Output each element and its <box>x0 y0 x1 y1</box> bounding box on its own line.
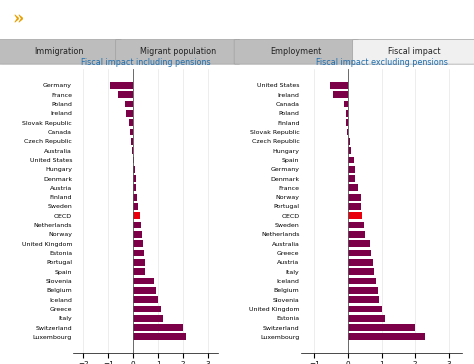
Bar <box>133 166 135 173</box>
Bar <box>329 82 348 89</box>
Bar <box>348 315 385 321</box>
Bar <box>133 157 134 163</box>
FancyBboxPatch shape <box>116 40 240 64</box>
Bar <box>346 110 348 117</box>
Bar <box>348 175 356 182</box>
Text: »: » <box>12 10 23 28</box>
Bar <box>133 203 138 210</box>
Bar <box>129 119 133 126</box>
Bar <box>125 101 133 107</box>
Bar <box>133 175 136 182</box>
Text: Fiscal impact: Fiscal impact <box>389 47 441 56</box>
Bar <box>132 147 133 154</box>
Bar <box>348 138 350 145</box>
Bar <box>133 305 161 312</box>
Text: Immigration: Immigration <box>35 47 84 56</box>
Bar <box>346 119 348 126</box>
Bar <box>348 194 361 201</box>
Bar <box>348 222 364 229</box>
Bar <box>133 315 163 321</box>
Bar <box>133 240 143 247</box>
Bar <box>133 250 144 256</box>
Bar <box>133 231 142 238</box>
Bar <box>109 82 133 89</box>
FancyBboxPatch shape <box>234 40 358 64</box>
Bar <box>126 110 133 117</box>
Title: Fiscal impact excluding pensions: Fiscal impact excluding pensions <box>316 58 447 67</box>
Bar <box>133 296 158 303</box>
Title: Fiscal impact including pensions: Fiscal impact including pensions <box>81 58 210 67</box>
Bar <box>133 268 145 275</box>
Bar <box>133 222 141 229</box>
Bar <box>348 268 374 275</box>
Bar <box>348 240 370 247</box>
Bar <box>344 101 348 107</box>
Bar <box>133 185 137 191</box>
Bar <box>130 128 133 135</box>
Bar <box>133 194 137 201</box>
Text: Employment: Employment <box>271 47 322 56</box>
Bar <box>133 213 140 219</box>
Bar <box>133 333 186 340</box>
Bar <box>131 138 133 145</box>
Bar <box>348 166 355 173</box>
Bar <box>348 250 372 256</box>
Bar <box>133 278 155 284</box>
Bar <box>348 213 362 219</box>
Bar <box>348 231 365 238</box>
Bar <box>348 287 377 294</box>
Bar <box>348 259 373 266</box>
Bar <box>348 333 425 340</box>
Bar <box>333 91 348 98</box>
Bar <box>348 296 379 303</box>
Bar <box>348 278 375 284</box>
Bar <box>348 324 415 331</box>
FancyBboxPatch shape <box>353 40 474 64</box>
Bar <box>348 157 354 163</box>
Bar <box>348 203 361 210</box>
Bar <box>133 287 156 294</box>
Bar <box>118 91 133 98</box>
Bar <box>133 259 145 266</box>
Bar <box>133 324 183 331</box>
Bar <box>346 128 348 135</box>
Bar <box>348 147 351 154</box>
Bar <box>348 185 358 191</box>
Bar <box>348 305 382 312</box>
FancyBboxPatch shape <box>0 40 121 64</box>
Text: Migrant population: Migrant population <box>140 47 216 56</box>
Text: International Migration - OECD: International Migration - OECD <box>40 13 271 25</box>
